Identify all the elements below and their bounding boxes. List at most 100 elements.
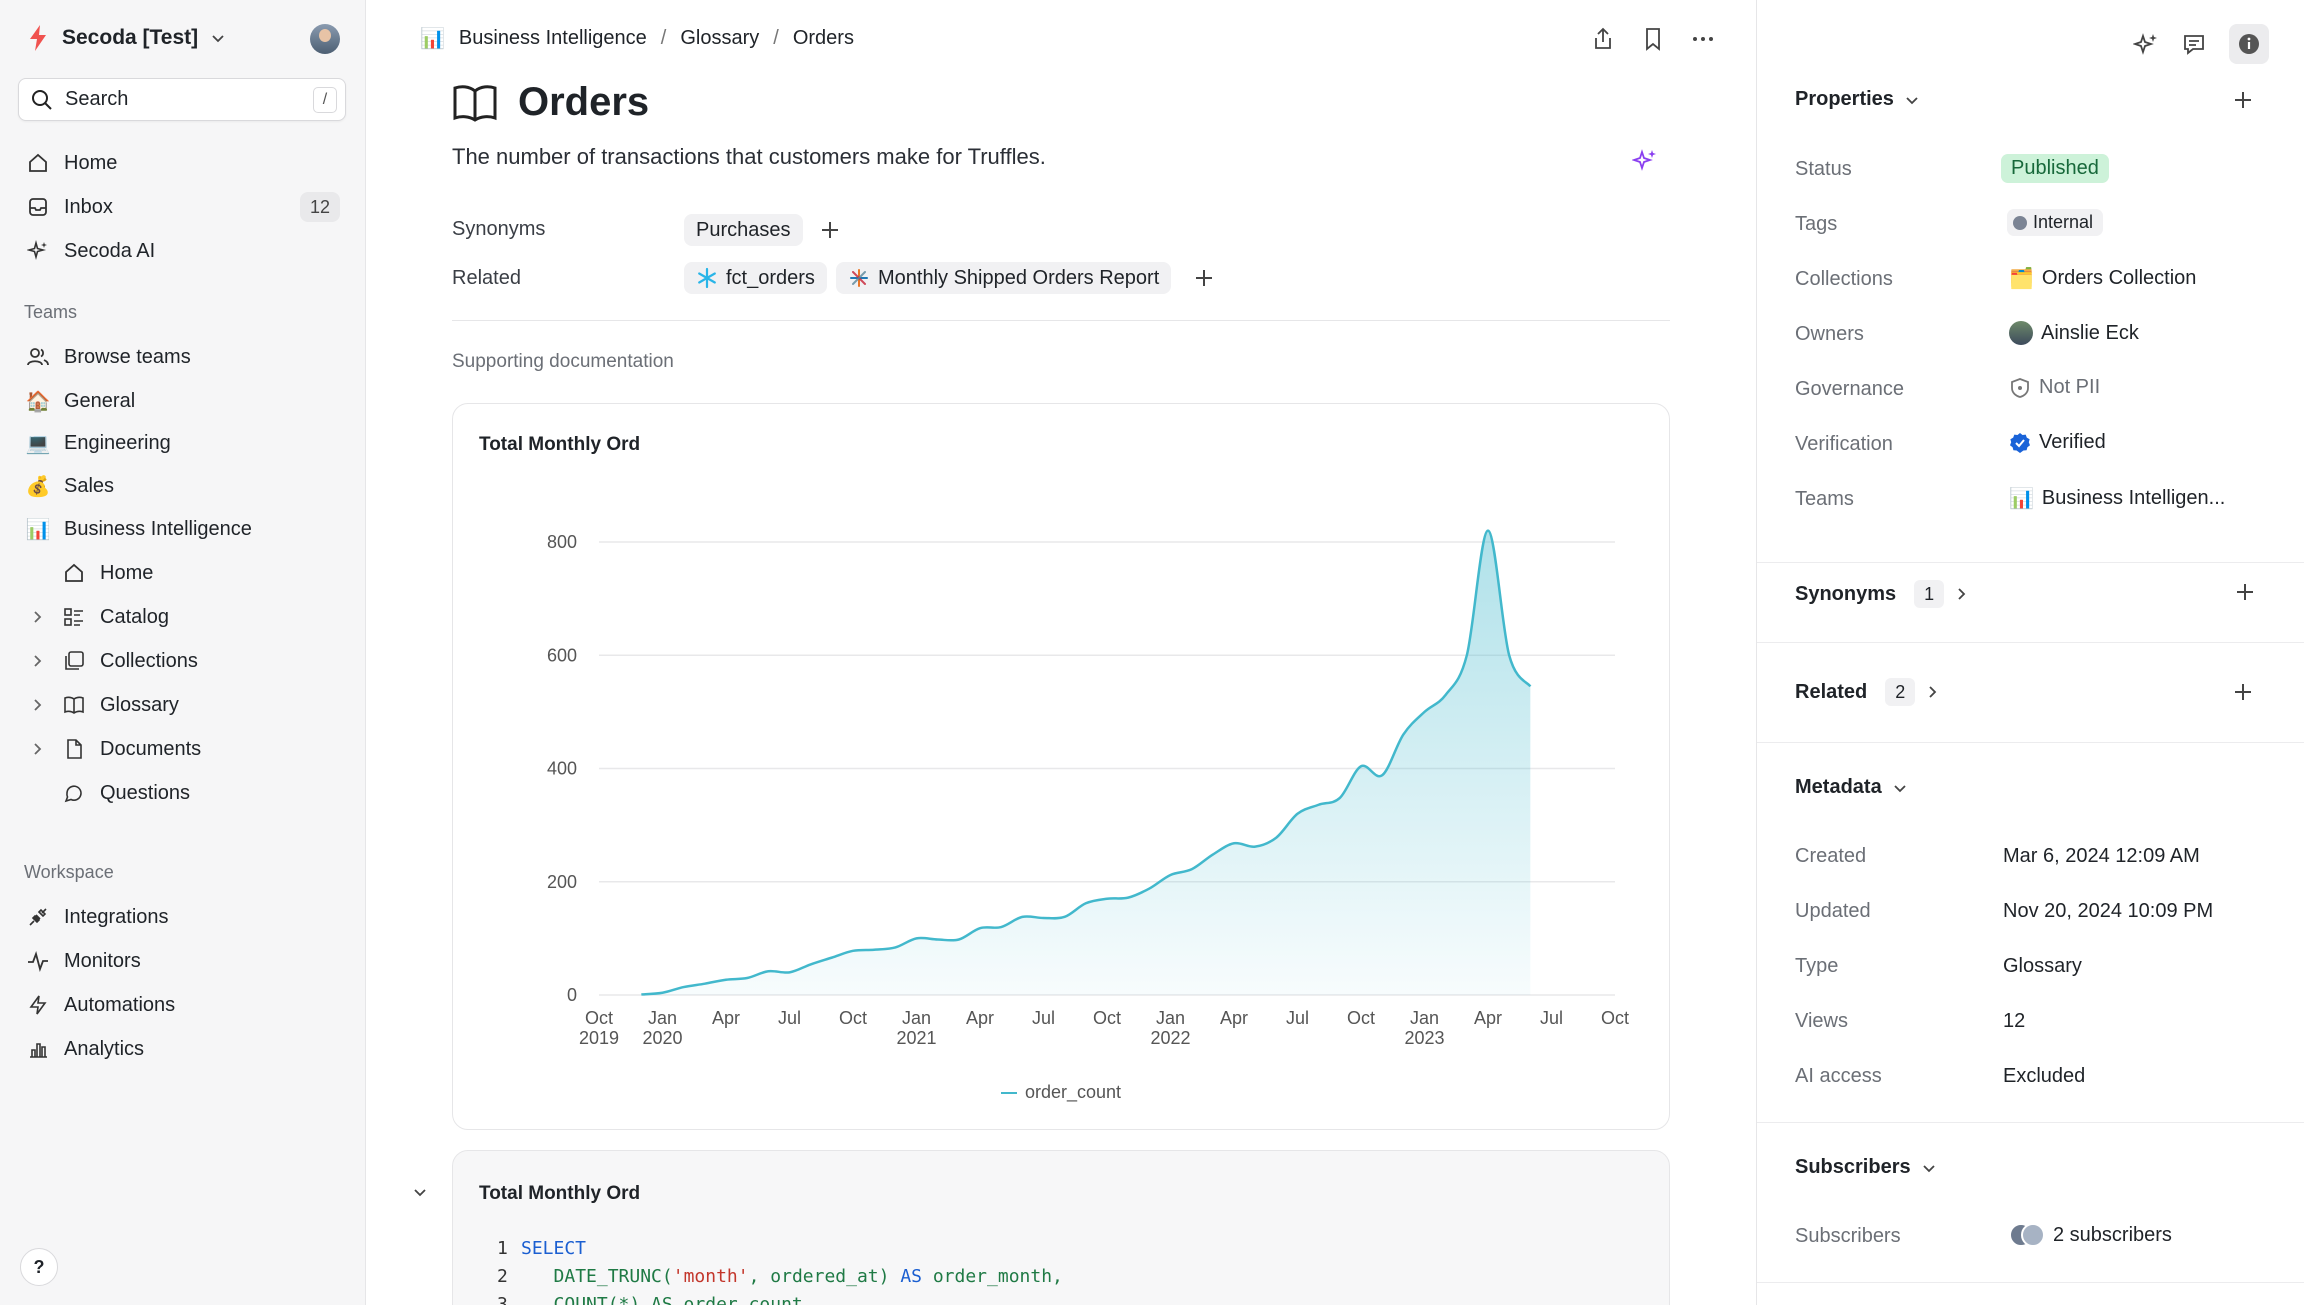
chevron-right-icon[interactable] [30,609,46,625]
info-tab[interactable] [2229,24,2269,64]
nav-integrations[interactable]: Integrations [26,900,169,934]
y-tick-label: 400 [547,759,577,779]
nav-team-general[interactable]: 🏠 General [26,384,136,418]
x-tick-year-label: 2023 [1404,1028,1444,1048]
related-chip-report[interactable]: Monthly Shipped Orders Report [836,262,1172,294]
prop-status-label: Status [1795,158,1852,180]
nav-team-general-label: General [64,389,136,412]
synonyms-section-header[interactable]: Synonyms 1 [1795,580,1970,608]
nav-analytics-label: Analytics [64,1037,145,1060]
secoda-logo-icon [30,25,46,51]
bookmark-icon[interactable] [1640,26,1666,52]
search-input[interactable]: Search / [18,78,346,121]
sparkle-icon [26,239,50,263]
governance-value[interactable]: Not PII [2009,376,2100,399]
nav-inbox[interactable]: Inbox [26,190,113,224]
related-chip-fct-orders[interactable]: fct_orders [684,262,827,294]
divider [1757,742,2304,743]
chart-emoji-icon: 📊 [25,518,51,541]
nav-monitors-label: Monitors [64,949,141,972]
synonym-chip[interactable]: Purchases [684,214,803,246]
chevron-right-icon[interactable] [30,697,46,713]
add-related-icon[interactable] [2231,680,2255,704]
book-icon [62,693,86,717]
share-icon[interactable] [1590,26,1616,52]
nav-bi-catalog[interactable]: Catalog [62,600,169,634]
x-tick-label: Apr [966,1008,994,1028]
teams-value[interactable]: 📊 Business Intelligen... [2009,487,2226,510]
nav-bi-documents[interactable]: Documents [62,732,201,766]
nav-bi-questions[interactable]: Questions [62,776,190,810]
nav-bi-documents-label: Documents [100,737,202,760]
chart-legend[interactable]: order_count [453,1082,1669,1103]
x-tick-label: Oct [585,1008,613,1028]
related-label: Related [452,267,521,289]
divider [1757,1282,2304,1283]
x-tick-label: Apr [1220,1008,1248,1028]
nav-home[interactable]: Home [26,146,117,180]
page-description[interactable]: The number of transactions that customer… [452,144,1046,169]
bar-chart-icon [26,1037,50,1061]
collapse-chevron-icon[interactable] [410,1182,430,1202]
chevron-right-icon[interactable] [30,741,46,757]
properties-header[interactable]: Properties [1795,88,1920,111]
card-index-emoji-icon: 🗂️ [2009,268,2034,290]
breadcrumb-current[interactable]: Orders [792,27,854,49]
user-avatar[interactable] [310,24,340,54]
nav-bi-collections[interactable]: Collections [62,644,198,678]
y-tick-label: 800 [547,532,577,552]
breadcrumb-section[interactable]: Glossary [680,27,760,49]
sql-code[interactable]: 1 SELECT 2 DATE_TRUNC('month', ordered_at… [497,1235,1063,1305]
meta-type-label: Type [1795,955,1839,977]
tag-chip[interactable]: Internal [2007,209,2104,236]
breadcrumb-team[interactable]: Business Intelligence [458,27,647,49]
nav-monitors[interactable]: Monitors [26,944,141,978]
nav-team-engineering-label: Engineering [64,431,171,454]
collection-value[interactable]: 🗂️ Orders Collection [2009,267,2197,290]
nav-integrations-label: Integrations [64,905,169,928]
add-synonym-icon[interactable] [818,218,842,242]
workspace-switcher[interactable]: Secoda [Test] [26,24,226,52]
nav-team-business-intelligence[interactable]: 📊 Business Intelligence [26,512,252,546]
nav-team-sales[interactable]: 💰 Sales [26,469,114,503]
x-tick-label: Jan [1156,1008,1185,1028]
nav-secoda-ai[interactable]: Secoda AI [26,234,155,268]
help-button[interactable]: ? [20,1248,58,1286]
subscribers-header[interactable]: Subscribers [1795,1156,1937,1179]
divider [1757,562,2304,563]
ai-sparkle-icon[interactable] [1632,148,1658,174]
owner-value[interactable]: Ainslie Eck [2009,321,2139,345]
page-title-text[interactable]: Orders [518,80,650,124]
nav-bi-home[interactable]: Home [62,556,153,590]
y-tick-label: 600 [547,645,577,665]
x-tick-label: Jul [778,1008,801,1028]
add-property-icon[interactable] [2231,88,2255,112]
subscribers-value[interactable]: 2 subscribers [2009,1223,2172,1247]
breadcrumb-separator: / [660,27,667,49]
add-related-icon[interactable] [1192,266,1216,290]
nav-automations[interactable]: Automations [26,988,175,1022]
chevron-down-icon [212,35,224,43]
nav-browse-teams[interactable]: Browse teams [26,340,191,374]
teams-section-label: Teams [24,302,78,322]
nav-secoda-ai-label: Secoda AI [64,239,156,262]
more-icon[interactable] [1690,26,1716,52]
x-tick-year-label: 2020 [642,1028,682,1048]
nav-team-engineering[interactable]: 💻 Engineering [26,426,171,460]
comment-icon[interactable] [2181,31,2207,57]
owner-avatar [2009,321,2033,345]
status-badge[interactable]: Published [2001,154,2109,183]
verification-value[interactable]: Verified [2009,431,2106,454]
meta-ai-access-value[interactable]: Excluded [2003,1065,2086,1087]
nav-analytics[interactable]: Analytics [26,1032,144,1066]
related-section-header[interactable]: Related 2 [1795,678,1941,706]
supporting-docs-label: Supporting documentation [452,351,674,372]
inbox-icon [26,195,50,219]
add-synonym-icon[interactable] [2233,580,2257,604]
metadata-header[interactable]: Metadata [1795,776,1908,799]
chevron-right-icon[interactable] [30,653,46,669]
nav-bi-glossary[interactable]: Glossary [62,688,179,722]
synonyms-count: 1 [1914,580,1945,608]
ai-sparkle-icon[interactable] [2133,31,2159,57]
